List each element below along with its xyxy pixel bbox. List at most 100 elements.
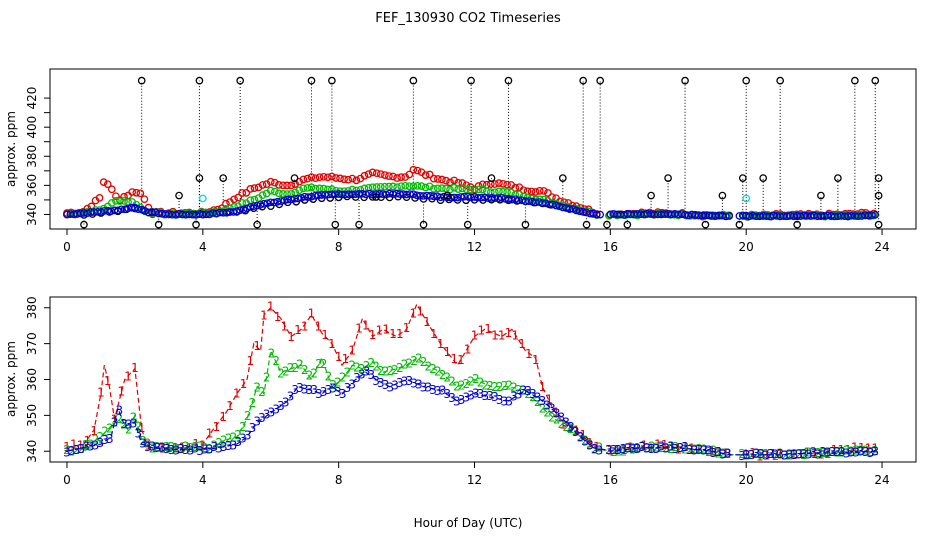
series-1-marker: 1 — [260, 308, 268, 322]
series-1-marker: 1 — [484, 322, 492, 336]
series-3-marker: 3 — [772, 447, 780, 461]
blue-series-point — [260, 199, 268, 208]
red-series-point — [381, 171, 389, 179]
blue-series-point — [409, 190, 418, 199]
series-1-marker: 1 — [783, 448, 791, 462]
black-spike-point — [834, 174, 842, 182]
red-series-point — [303, 174, 312, 183]
green-series-point — [389, 182, 397, 191]
series-3-marker: 3 — [268, 405, 276, 419]
series-3-marker: 3 — [757, 447, 765, 461]
series-1-marker: 1 — [104, 374, 112, 388]
series-3-marker: 3 — [234, 435, 242, 449]
green-series-point — [258, 191, 267, 199]
series-3-marker: 3 — [819, 445, 827, 459]
blue-series-point — [229, 208, 238, 216]
series-2-marker: 2 — [310, 367, 318, 381]
series-1-marker: 1 — [804, 445, 812, 459]
blue-series-point — [552, 201, 560, 210]
series-2-marker: 2 — [862, 443, 870, 457]
series-3-marker: 3 — [201, 442, 209, 456]
series-2-marker: 2 — [348, 359, 356, 373]
y-tick-label: 350 — [25, 404, 39, 427]
series-2-marker: 2 — [520, 384, 528, 398]
series-3-marker: 3 — [638, 440, 646, 454]
series-3-marker: 3 — [196, 444, 204, 458]
green-series-point — [397, 182, 406, 191]
series-2-marker: 2 — [158, 441, 166, 455]
series-2-marker: 2 — [581, 433, 589, 447]
series-3-marker: 3 — [862, 445, 870, 459]
series-2-marker: 2 — [781, 448, 789, 462]
series-3-marker: 3 — [795, 447, 803, 461]
series-1-marker: 1 — [579, 428, 587, 442]
green-series-point — [303, 184, 312, 192]
series-3-marker: 3 — [405, 374, 413, 388]
series-2-marker: 2 — [515, 383, 523, 397]
series-2-marker: 2 — [795, 447, 803, 461]
series-2-marker: 2 — [819, 446, 827, 460]
series-3-marker: 3 — [244, 429, 252, 443]
black-spike-point — [742, 76, 751, 85]
series-3-marker: 3 — [715, 445, 723, 459]
series-3-marker: 3 — [619, 442, 627, 456]
blue-series-point — [592, 210, 601, 219]
black-spike-point — [874, 191, 883, 200]
series-1-marker: 1 — [294, 323, 302, 337]
red-series-point — [328, 172, 336, 181]
series-1-marker: 1 — [498, 329, 506, 343]
blue-series-point — [151, 208, 160, 217]
series-3-marker: 3 — [515, 388, 523, 402]
x-tick-label: 0 — [63, 240, 71, 254]
series-2-marker: 2 — [482, 378, 490, 392]
series-1-marker: 1 — [111, 413, 119, 427]
green-series-point — [112, 196, 120, 205]
series-3-marker: 3 — [510, 390, 518, 404]
red-series-point — [323, 173, 332, 182]
series-1-marker: 1 — [396, 327, 404, 341]
series-3-marker: 3 — [258, 411, 266, 425]
series-1-marker: 1 — [464, 342, 472, 356]
red-series-point — [230, 195, 238, 204]
red-series-point — [495, 179, 503, 187]
series-2-marker: 2 — [501, 379, 509, 393]
series-3-marker: 3 — [615, 443, 623, 457]
series-2-marker: 2 — [444, 371, 452, 385]
series-3-marker: 3 — [610, 443, 618, 457]
series-2-marker: 2 — [591, 442, 599, 456]
black-spike-point — [817, 191, 825, 200]
red-series-point — [556, 197, 564, 206]
series-1-marker: 1 — [477, 324, 485, 338]
series-3-marker: 3 — [524, 384, 532, 398]
x-tick-label: 12 — [467, 240, 482, 254]
red-series-point — [478, 180, 487, 189]
green-series-point — [413, 182, 422, 190]
series-3-marker: 3 — [463, 390, 471, 404]
red-series-point — [364, 170, 373, 178]
series-1-marker: 1 — [817, 448, 825, 462]
series-1-marker: 1 — [355, 322, 363, 336]
cyan-series-point — [742, 194, 751, 203]
red-series-point — [266, 177, 275, 186]
series-2-marker: 2 — [829, 445, 837, 459]
series-3-marker: 3 — [762, 448, 770, 462]
series-2-marker: 2 — [776, 447, 784, 461]
blue-series-point — [725, 212, 734, 220]
series-3-line — [66, 371, 876, 456]
series-2-marker: 2 — [648, 440, 656, 454]
series-2-marker: 2 — [472, 372, 480, 386]
black-spike-point — [851, 76, 859, 85]
series-2-marker: 2 — [196, 440, 204, 454]
series-2-marker: 2 — [700, 443, 708, 457]
black-spike-point — [419, 220, 428, 229]
black-series-point — [496, 195, 504, 204]
series-2-marker: 2 — [182, 439, 190, 453]
figure-title: FEF_130930 CO2 Timeseries — [375, 11, 561, 26]
y-tick-label: 420 — [25, 87, 39, 110]
series-3-marker: 3 — [187, 443, 195, 457]
series-3-marker: 3 — [239, 432, 247, 446]
red-series-point — [491, 180, 499, 188]
series-3-marker: 3 — [410, 376, 418, 390]
series-3-marker: 3 — [738, 449, 746, 463]
